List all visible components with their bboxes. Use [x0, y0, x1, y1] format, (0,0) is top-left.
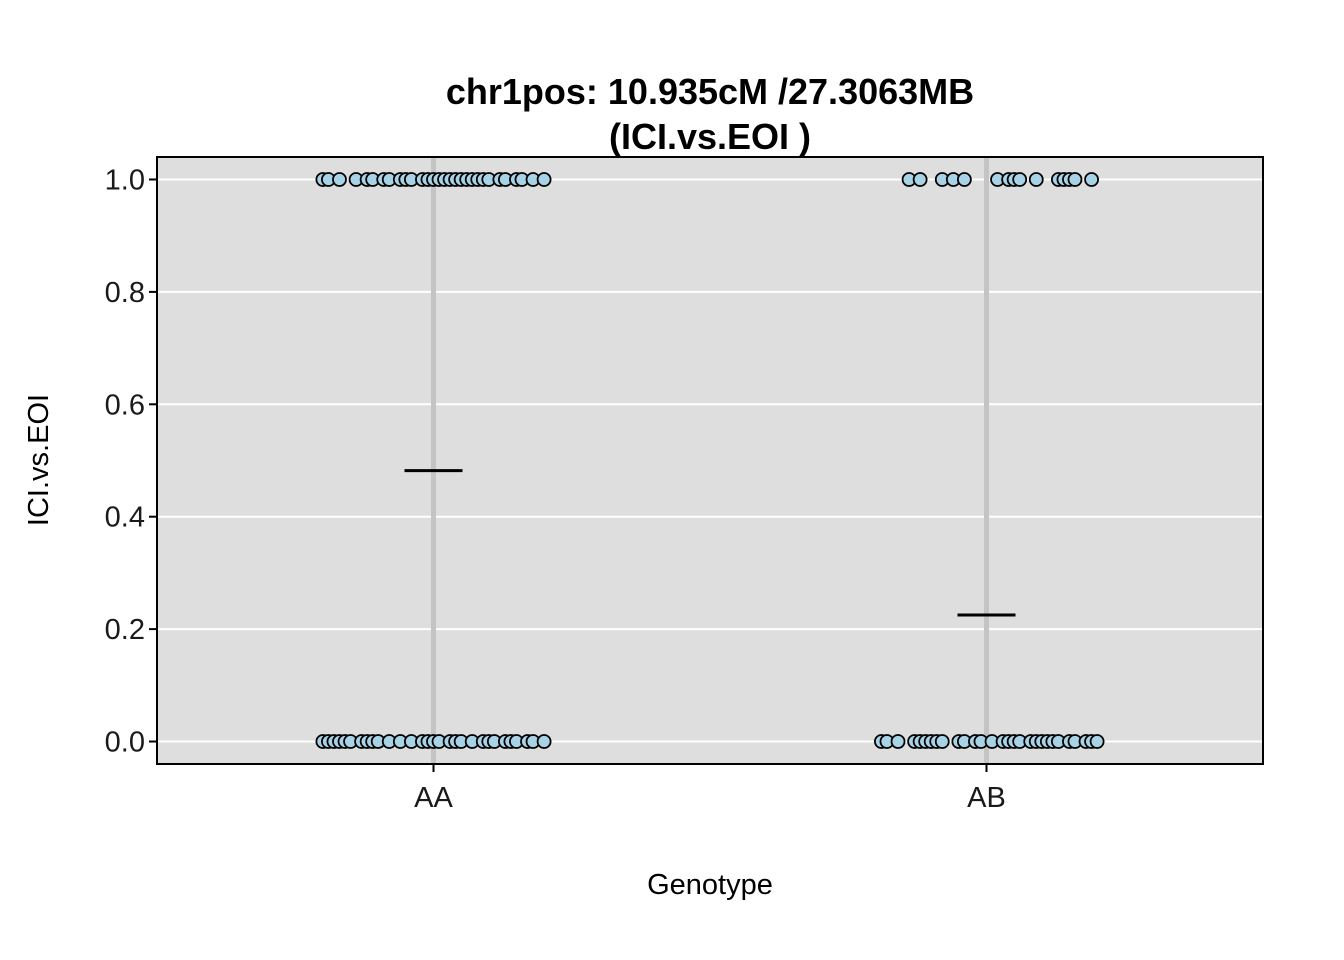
- x-tick-label: AB: [967, 782, 1006, 814]
- plot-border: [156, 156, 1264, 765]
- y-tick-label: 0.8: [105, 277, 145, 309]
- y-tick-label: 0.4: [105, 502, 145, 534]
- x-axis-label: Genotype: [647, 869, 773, 901]
- data-point: [536, 734, 552, 749]
- mean-markers: [404, 469, 1016, 617]
- y-axis-ticks: 0.0 0.2 0.4 0.6 0.8 1.0: [105, 164, 157, 759]
- data-point: [956, 172, 972, 187]
- data-point: [1028, 172, 1044, 187]
- data-point: [1084, 172, 1099, 187]
- data-point: [1012, 172, 1028, 187]
- data-point: [912, 172, 928, 187]
- data-point: [332, 172, 347, 187]
- data-point: [1089, 734, 1105, 749]
- plot-panel: [157, 157, 1263, 764]
- data-point: [934, 734, 950, 749]
- data-point: [536, 172, 552, 187]
- x-tick-label: AA: [414, 782, 453, 814]
- y-tick-label: 0.6: [105, 389, 145, 421]
- y-tick-label: 0.0: [105, 727, 145, 759]
- category-lines: [431, 157, 989, 764]
- chart-title-line-2: (ICI.vs.EOI ): [609, 116, 811, 157]
- data-points: [315, 172, 1105, 749]
- data-point: [1067, 172, 1083, 187]
- data-point: [890, 734, 906, 749]
- y-axis-label: ICI.vs.EOI: [23, 394, 55, 526]
- chart-title-line-1: chr1pos: 10.935cM /27.3063MB: [446, 71, 974, 112]
- y-tick-label: 1.0: [105, 164, 145, 196]
- y-tick-label: 0.2: [105, 614, 145, 646]
- x-axis-ticks: AA AB: [414, 764, 1006, 814]
